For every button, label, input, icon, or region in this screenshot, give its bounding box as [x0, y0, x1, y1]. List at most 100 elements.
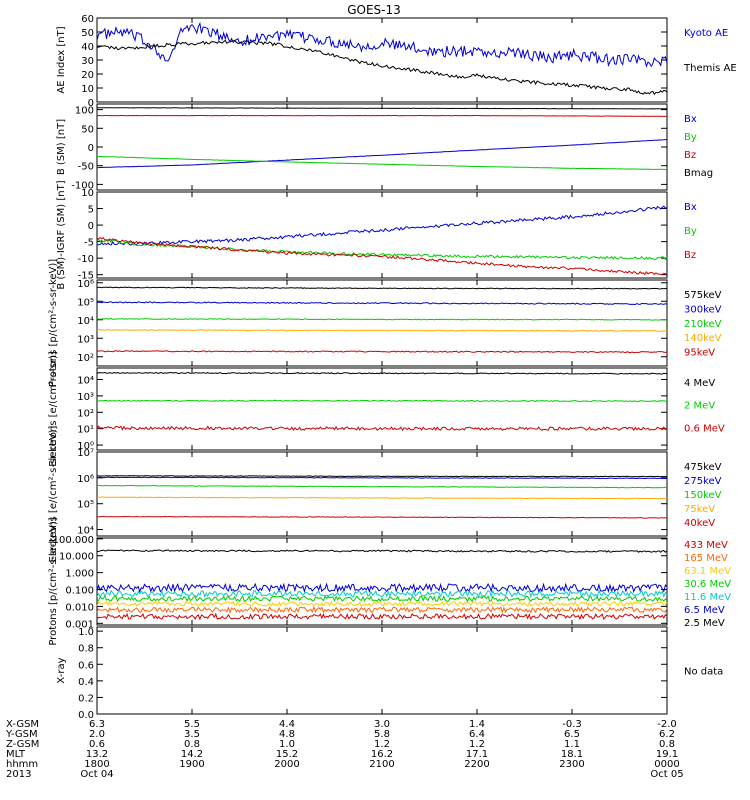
- y-axis-title: Protons [p/(cm²-s-sr-keV)]: [48, 517, 59, 645]
- series-line-by: [96, 238, 668, 261]
- y-tick-label: 60: [81, 14, 94, 25]
- y-tick-label: 10⁵: [77, 500, 94, 511]
- panel-frame: [96, 451, 668, 537]
- series-line-by: [97, 155, 668, 171]
- x-row-value: 1.2: [374, 739, 390, 750]
- x-row-label: 2013: [6, 769, 31, 780]
- x-row-value: 1900: [179, 759, 204, 770]
- series-line-0.6-mev: [96, 425, 668, 432]
- legend-label: 165 MeV: [684, 553, 728, 564]
- panel-frame: [96, 191, 668, 279]
- y-tick-label: 10⁴: [77, 375, 94, 386]
- legend-label: 275keV: [684, 476, 722, 487]
- x-row-value: 6.4: [469, 729, 485, 740]
- y-tick-label: 0: [88, 98, 94, 109]
- series-line-bx: [96, 139, 668, 169]
- y-tick-label: 0.6: [78, 660, 94, 671]
- y-axis-title: AE Index [nT]: [56, 26, 67, 93]
- panel-frame: [96, 103, 668, 191]
- x-row-value: 1.4: [469, 719, 485, 730]
- x-row-value: -2.0: [657, 719, 677, 730]
- y-tick-label: 30: [81, 56, 94, 67]
- legend-label: 2 MeV: [684, 401, 715, 412]
- x-row-value: 16.2: [371, 749, 393, 760]
- series-line-165-mev: [96, 582, 668, 594]
- x-row-value: 2300: [559, 759, 584, 770]
- y-axis-title: Electrons [e/(cm²-s-sr)]: [48, 351, 59, 467]
- x-row-value: 15.2: [276, 749, 298, 760]
- y-tick-label: 0.100: [65, 586, 94, 597]
- x-row-value: 19.1: [656, 749, 678, 760]
- series-line-140kev: [96, 329, 668, 332]
- x-row-value: 6.5: [564, 729, 580, 740]
- y-tick-label: 20: [81, 70, 94, 81]
- x-row-value: 5.5: [184, 719, 200, 730]
- series-line-95kev: [96, 350, 668, 354]
- series-line-275kev: [97, 476, 667, 480]
- y-tick-label: 10³: [77, 334, 94, 345]
- x-row-value: Oct 05: [650, 769, 683, 780]
- panel-8: 0.0 0.2 0.4 0.6 0.8 1.0 X-ray No data: [56, 626, 723, 721]
- legend-label: 433 MeV: [684, 540, 728, 551]
- series-line-2-mev: [96, 399, 668, 403]
- y-tick-label: 10²: [77, 353, 94, 364]
- series-line-433-mev: [96, 549, 668, 553]
- x-row-value: 0.8: [659, 739, 675, 750]
- x-row-value: 3.0: [374, 719, 390, 730]
- panel-frame: [96, 367, 668, 451]
- y-axis-title: B (SM) [nT]: [56, 119, 67, 175]
- legend-label: 63.1 MeV: [684, 566, 731, 577]
- y-tick-label: 0: [88, 143, 94, 154]
- series-line-themis-ae: [96, 39, 668, 96]
- panel-4: 10² 10³ 10⁴ 10⁵ 10⁶ Protons [p/(cm²-s-sr-keV)…: [48, 259, 722, 387]
- series-line-40kev: [96, 515, 667, 519]
- x-row-value: 4.4: [279, 719, 295, 730]
- plot-title: GOES-13: [347, 3, 401, 17]
- legend-label: 150keV: [684, 490, 722, 501]
- panel-frame: [96, 626, 668, 715]
- y-tick-label: -10: [78, 254, 94, 265]
- legend-label: 40keV: [684, 518, 715, 529]
- x-row-value: 0000: [654, 759, 679, 770]
- panel-frame: [96, 279, 668, 367]
- legend-label: 475keV: [684, 462, 722, 473]
- y-axis-title: Electrons [e/(cm²-s-sr-keV)]: [48, 425, 59, 562]
- x-row-value: 1.1: [564, 739, 580, 750]
- x-row-value: 1.2: [469, 739, 485, 750]
- legend-label: Bmag: [684, 168, 713, 179]
- y-tick-label: 50: [81, 124, 94, 135]
- y-axis-title: X-ray: [56, 657, 67, 683]
- y-tick-label: 50: [81, 28, 94, 39]
- y-tick-label: 0.001: [65, 619, 94, 630]
- legend-label: 75keV: [684, 504, 715, 515]
- legend-label: 300keV: [684, 304, 722, 315]
- series-line-75kev: [96, 496, 667, 500]
- legend-label: 0.6 MeV: [684, 423, 725, 434]
- y-tick-label: -15: [78, 271, 94, 282]
- legend-label: 575keV: [684, 290, 722, 301]
- y-tick-label: 40: [81, 42, 94, 53]
- series-line-kyoto-ae: [96, 21, 668, 68]
- x-row-value: 0.8: [184, 739, 200, 750]
- legend-label: 30.6 MeV: [684, 579, 731, 590]
- series-line-2.5-mev: [96, 612, 668, 621]
- y-tick-label: 5: [88, 205, 94, 216]
- legend-label: 4 MeV: [684, 378, 715, 389]
- legend-label: 140keV: [684, 333, 722, 344]
- legend-label: Bx: [684, 114, 697, 125]
- x-row-value: 1.0: [279, 739, 295, 750]
- x-row-value: Oct 04: [80, 769, 113, 780]
- y-axis-title: Protons [p/(cm²-s-sr-keV)]: [48, 259, 59, 387]
- y-tick-label: 1.000: [65, 569, 94, 580]
- legend-label: Bx: [684, 202, 697, 213]
- x-row-value: 17.1: [466, 749, 488, 760]
- y-tick-label: 0: [88, 221, 94, 232]
- legend-label: 95keV: [684, 348, 715, 359]
- x-row-label: Z-GSM: [6, 739, 39, 750]
- x-row-value: 0.6: [89, 739, 105, 750]
- legend-label: Bz: [684, 250, 696, 261]
- y-tick-label: 0.2: [78, 693, 94, 704]
- x-row-value: 6.2: [659, 729, 675, 740]
